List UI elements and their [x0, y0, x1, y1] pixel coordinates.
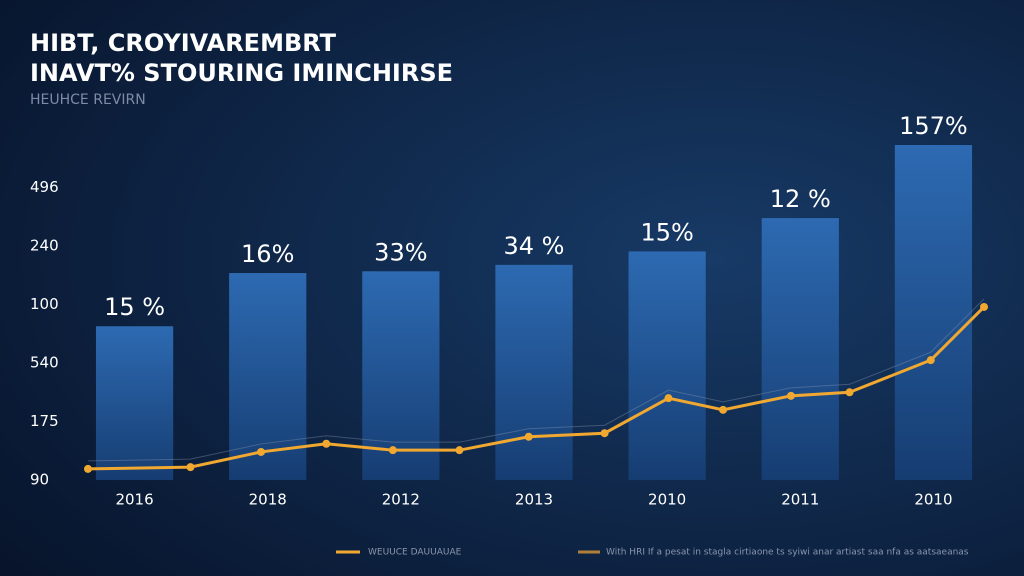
x-tick-label: 2013 [515, 491, 553, 509]
bar [95, 326, 174, 480]
x-tick-label: 2010 [914, 491, 952, 509]
chart-subtitle: INAVT% STOURING IMINCHIRSE [30, 59, 453, 87]
trend-point [186, 463, 195, 472]
legend-label: WEUUCE DAUUAUAE [368, 548, 462, 558]
bar [761, 218, 839, 481]
y-tick-label: 496 [30, 178, 59, 196]
trend-point [600, 429, 609, 438]
y-tick-label: 540 [30, 354, 59, 372]
trend-shadow [87, 298, 985, 462]
trend-point [524, 432, 533, 441]
y-tick-label: 175 [30, 412, 59, 430]
trend-point [845, 388, 854, 397]
bar-label: 12 % [770, 185, 831, 213]
bar [362, 271, 440, 480]
trend-point [388, 446, 397, 455]
x-tick-label: 2012 [382, 491, 420, 509]
y-tick-label: 240 [30, 237, 59, 255]
bar [628, 251, 706, 480]
x-tick-label: 2011 [781, 491, 819, 509]
bar [495, 264, 573, 480]
bar-label: 15% [640, 218, 693, 246]
trend-point [980, 302, 989, 311]
x-tick-label: 2010 [648, 491, 686, 509]
trend-point [664, 394, 673, 403]
x-tick-label: 2018 [249, 491, 287, 509]
trend-point [322, 439, 331, 448]
bar-label: 157% [899, 112, 968, 140]
bar [894, 145, 973, 480]
trend-point [257, 447, 266, 456]
bar-label: 16% [241, 240, 294, 268]
chart-title: HIBT, CROYIVAREMBRT [30, 29, 337, 57]
trend-point [455, 446, 464, 455]
trend-point [786, 391, 795, 400]
y-tick-label: 100 [30, 295, 59, 313]
chart-caption: HEUHCE REVIRN [30, 92, 146, 108]
y-tick-label: 90 [30, 471, 49, 489]
bar-label: 33% [374, 238, 427, 266]
trend-point [83, 464, 92, 473]
trend-point [926, 356, 935, 365]
x-tick-label: 2016 [115, 491, 153, 509]
legend-note: With HRI If a pesat in stagla cirtiaone … [606, 548, 969, 558]
bar-label: 34 % [504, 232, 565, 260]
bar-label: 15 % [104, 293, 165, 321]
bar [229, 273, 307, 480]
trend-point [719, 405, 728, 414]
trend-line [87, 305, 986, 471]
legend: WEUUCE DAUUAUAE With HRI If a pesat in s… [336, 548, 969, 558]
